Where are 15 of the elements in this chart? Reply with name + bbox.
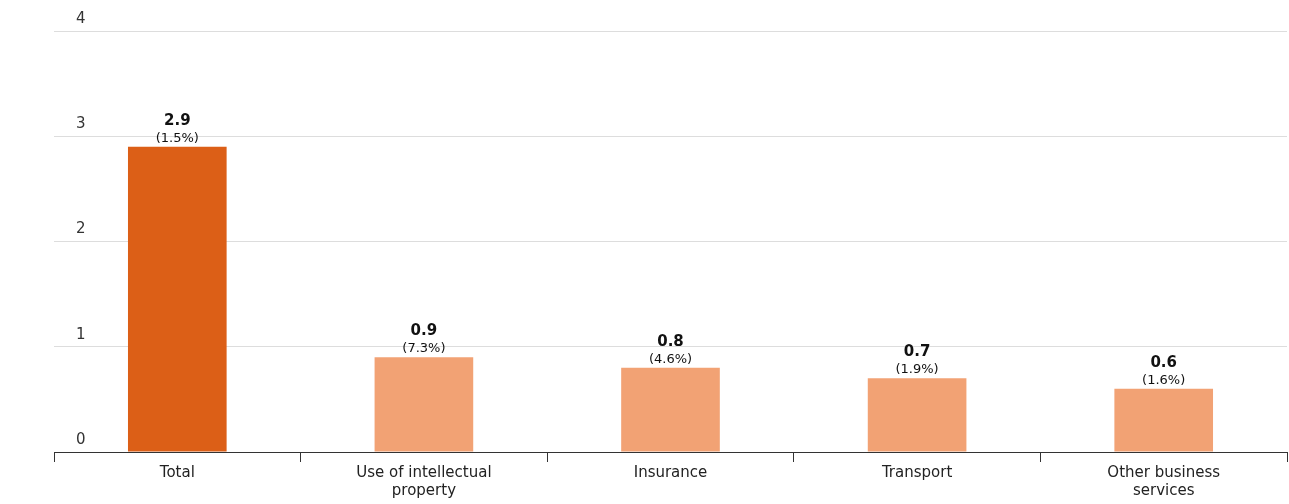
y-tick-label: 4 — [76, 8, 86, 27]
y-tick-label: 0 — [76, 429, 86, 448]
y-tick-label: 2 — [76, 219, 86, 238]
x-tick-label: Use of intellectual property — [356, 462, 492, 499]
data-label: 0.7 (1.9%) — [895, 342, 939, 377]
y-tick-label: 3 — [76, 114, 86, 133]
data-label: 0.6 (1.6%) — [1142, 352, 1186, 387]
data-label: 2.9 (1.5%) — [155, 110, 199, 145]
y-tick-label: 1 — [76, 324, 86, 343]
x-tick-label: Transport — [880, 462, 953, 481]
data-label: 0.9 (7.3%) — [402, 321, 446, 356]
x-tick-label: Total — [158, 462, 195, 481]
x-tick-label: Insurance — [633, 462, 708, 481]
x-tick-label: Other business services — [1107, 462, 1221, 499]
data-label: 0.8 (4.6%) — [648, 331, 693, 366]
